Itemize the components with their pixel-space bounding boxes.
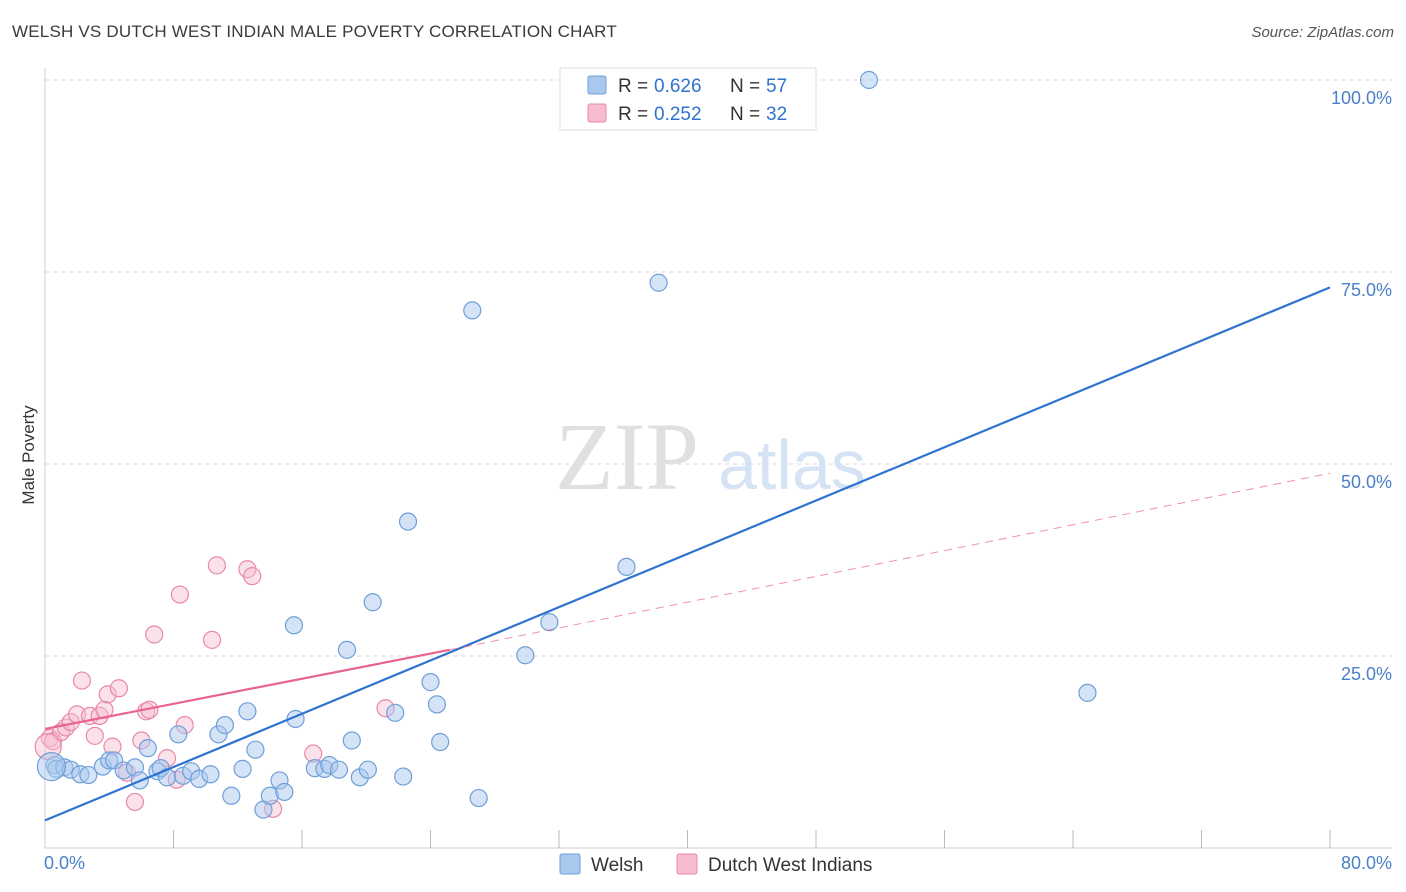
dutch-point-13	[109, 679, 128, 698]
watermark: ZIP atlas	[555, 403, 866, 510]
chart-title: WELSH VS DUTCH WEST INDIAN MALE POVERTY …	[12, 22, 617, 41]
legend-dutch-r-value: 0.252	[654, 104, 702, 125]
welsh-point-23	[222, 786, 241, 805]
welsh-point-22	[215, 716, 234, 735]
dutch-trend-extension	[449, 472, 1331, 651]
dutch-point-15	[125, 792, 145, 812]
svg-text:R =: R =	[618, 76, 648, 97]
y-tick-label-50: 50.0%	[1341, 472, 1392, 492]
legend-welsh-n-value: 57	[766, 76, 787, 97]
welsh-point-53	[649, 273, 668, 292]
welsh-point-55	[1078, 683, 1097, 702]
welsh-point-42	[386, 703, 405, 722]
welsh-point-43	[394, 767, 413, 786]
legend-dutch-r-label: R =	[618, 104, 648, 125]
legend-swatch-welsh	[587, 75, 607, 95]
welsh-point-46	[427, 695, 447, 714]
welsh-point-47	[431, 732, 450, 752]
welsh-point-51	[540, 613, 559, 632]
dutch-point-11	[98, 685, 117, 704]
series-legend: Welsh Dutch West Indians	[559, 853, 872, 876]
bottom-legend-swatch-welsh	[559, 853, 581, 875]
legend-dutch-n-label: N =	[730, 104, 760, 125]
legend-swatch-dutch	[587, 103, 607, 123]
welsh-point-30	[275, 782, 294, 802]
welsh-point-45	[421, 673, 440, 692]
welsh-point-52	[617, 557, 636, 577]
welsh-point-cluster	[36, 751, 67, 782]
welsh-point-50	[516, 646, 535, 665]
x-tick-label-min: 0.0%	[44, 853, 85, 873]
dutch-point-24	[202, 630, 222, 649]
source-label: Source: ZipAtlas.com	[1251, 24, 1394, 41]
welsh-point-48	[463, 301, 482, 320]
y-tick-label-100: 100.0%	[1331, 88, 1392, 108]
y-tick-label-75: 75.0%	[1341, 280, 1392, 300]
dutch-trend-line	[44, 648, 450, 731]
welsh-point-5	[79, 765, 98, 785]
welsh-point-54	[859, 70, 879, 90]
welsh-point-16	[169, 725, 188, 744]
grid-lines	[45, 79, 1392, 657]
welsh-point-44	[398, 512, 418, 531]
welsh-trend-line	[44, 286, 1331, 822]
legend-welsh-r-value: 0.626	[654, 76, 702, 97]
dutch-point-8	[85, 726, 104, 745]
watermark-zip: ZIP	[555, 403, 699, 510]
legend-welsh-r-label: R =	[618, 76, 648, 97]
dutch-point-27	[243, 567, 262, 586]
welsh-point-26	[246, 740, 265, 759]
dutch-point-19	[145, 625, 164, 644]
welsh-point-12	[138, 739, 157, 758]
bottom-legend-dutch: Dutch West Indians	[708, 855, 872, 876]
welsh-point-25	[238, 702, 257, 721]
welsh-point-40	[358, 760, 377, 779]
welsh-point-37	[337, 640, 357, 659]
legend-dutch-n-value: 32	[766, 104, 787, 125]
axes	[44, 68, 1392, 849]
watermark-atlas: atlas	[718, 426, 866, 504]
bottom-legend-swatch-dutch	[676, 853, 698, 875]
welsh-point-41	[363, 593, 382, 612]
y-axis-label: Male Poverty	[19, 405, 38, 505]
welsh-point-36	[329, 760, 349, 779]
x-tick-label-max: 80.0%	[1341, 853, 1392, 873]
legend-welsh-n-label: N =	[730, 76, 760, 97]
welsh-point-20	[201, 765, 220, 784]
welsh-point-24	[233, 759, 252, 778]
stats-legend: R = 0.626 N = 57 R = 0.252 N = 32	[559, 67, 817, 131]
welsh-point-31	[284, 616, 304, 635]
trend-lines	[44, 286, 1331, 822]
bottom-legend-welsh: Welsh	[591, 855, 643, 876]
welsh-point-49	[469, 788, 488, 808]
dutch-point-6	[72, 671, 92, 690]
tick-labels: 25.0% 50.0% 75.0% 100.0% 0.0% 80.0%	[44, 88, 1392, 873]
dutch-point-25	[207, 556, 226, 575]
y-tick-label-25: 25.0%	[1341, 664, 1392, 684]
welsh-point-38	[342, 731, 361, 750]
dutch-point-22	[170, 585, 190, 604]
